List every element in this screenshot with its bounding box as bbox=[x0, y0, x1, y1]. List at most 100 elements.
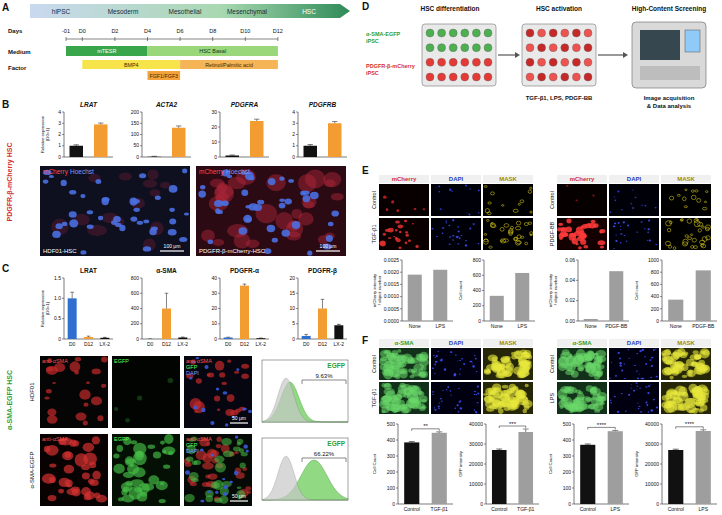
cell bbox=[214, 456, 224, 463]
category-label: LX-2 bbox=[334, 341, 345, 347]
well bbox=[538, 29, 546, 37]
channel-label: EGFP bbox=[114, 358, 129, 364]
y-tick bbox=[576, 300, 578, 301]
bar bbox=[334, 325, 343, 339]
cell bbox=[476, 371, 478, 372]
y-tick bbox=[660, 424, 662, 425]
row-label: Days bbox=[8, 28, 23, 34]
cell bbox=[383, 196, 387, 199]
cell bbox=[46, 389, 52, 393]
tick-label: 10000 bbox=[645, 481, 659, 487]
cell bbox=[636, 231, 638, 232]
cell bbox=[691, 190, 694, 192]
tick-label: 1.5 bbox=[54, 275, 61, 281]
cell bbox=[484, 186, 487, 188]
cell bbox=[133, 208, 140, 212]
axis-title: Cell count bbox=[634, 280, 639, 300]
error-bar bbox=[308, 145, 313, 146]
row-label: Factor bbox=[8, 65, 27, 71]
cell bbox=[196, 378, 202, 383]
cell bbox=[647, 228, 650, 230]
error-bar bbox=[612, 430, 618, 432]
cell bbox=[635, 197, 637, 198]
well bbox=[461, 58, 469, 66]
cell bbox=[216, 387, 219, 390]
cell bbox=[246, 450, 249, 453]
cell bbox=[441, 359, 443, 361]
error-bar bbox=[230, 155, 235, 156]
cell bbox=[585, 224, 592, 229]
cell bbox=[81, 487, 91, 496]
cell bbox=[598, 240, 606, 245]
cell bbox=[432, 368, 434, 369]
well bbox=[472, 29, 480, 37]
cell bbox=[688, 371, 693, 376]
cell bbox=[234, 233, 250, 248]
y-tick bbox=[218, 339, 220, 340]
tick-label: 600 bbox=[473, 272, 482, 278]
cell bbox=[621, 393, 623, 394]
cell bbox=[118, 497, 124, 501]
error-bar bbox=[496, 449, 502, 450]
bar bbox=[68, 298, 77, 339]
error-bar bbox=[103, 337, 107, 338]
histogram-label: EGFP bbox=[327, 362, 345, 369]
bar-chart: PDGFR-β05101520D0D12LX-2 bbox=[289, 267, 347, 347]
cell bbox=[190, 398, 202, 410]
plot-area bbox=[492, 429, 533, 504]
cell bbox=[458, 401, 460, 402]
well bbox=[549, 44, 557, 52]
cell bbox=[599, 230, 602, 233]
gate-percent: 9.63% bbox=[315, 373, 333, 379]
stage-label: Mesenchymal bbox=[227, 8, 268, 16]
cell bbox=[102, 198, 109, 205]
cell bbox=[690, 354, 701, 360]
bar bbox=[304, 146, 317, 157]
tick-label: 1.0 bbox=[54, 295, 61, 301]
well bbox=[584, 29, 592, 37]
cell bbox=[433, 355, 434, 356]
cell bbox=[148, 445, 156, 449]
cell bbox=[653, 349, 655, 351]
tick-label: 15 bbox=[289, 290, 295, 296]
cell bbox=[505, 356, 511, 360]
row-label: Control bbox=[549, 191, 555, 209]
cell bbox=[649, 240, 651, 242]
chart-title: PDGFR-α bbox=[230, 267, 259, 274]
cell bbox=[473, 223, 475, 225]
well bbox=[472, 73, 480, 81]
histogram-control bbox=[262, 456, 348, 500]
y-tick bbox=[296, 308, 298, 309]
cell bbox=[465, 244, 467, 246]
micrograph bbox=[557, 218, 607, 250]
well bbox=[461, 29, 469, 37]
cell bbox=[617, 411, 619, 413]
cell bbox=[578, 246, 582, 249]
day-tick bbox=[212, 37, 213, 41]
cell bbox=[87, 210, 93, 214]
cell bbox=[113, 464, 124, 474]
cell bbox=[241, 190, 248, 196]
row-label: Control bbox=[371, 191, 377, 209]
category-label: LPS bbox=[436, 323, 446, 329]
cell bbox=[398, 225, 404, 229]
channel-header bbox=[483, 339, 533, 347]
cell bbox=[705, 191, 708, 193]
cell bbox=[331, 193, 344, 201]
scale-bar bbox=[230, 500, 248, 501]
cell bbox=[484, 239, 488, 242]
gate bbox=[302, 458, 346, 462]
well bbox=[584, 44, 592, 52]
tick-label: 400 bbox=[651, 293, 660, 299]
category-label: Control bbox=[404, 506, 420, 512]
micrograph bbox=[609, 348, 659, 380]
micrograph bbox=[557, 382, 607, 414]
cell bbox=[431, 228, 433, 230]
axis-title: / object number bbox=[553, 275, 558, 305]
cell bbox=[502, 205, 504, 207]
histogram-label: EGFP bbox=[327, 440, 345, 447]
cell bbox=[586, 397, 593, 401]
category-label: LX-2 bbox=[256, 341, 267, 347]
axis-title: Cell Count bbox=[372, 453, 377, 474]
error-bar bbox=[673, 449, 679, 451]
